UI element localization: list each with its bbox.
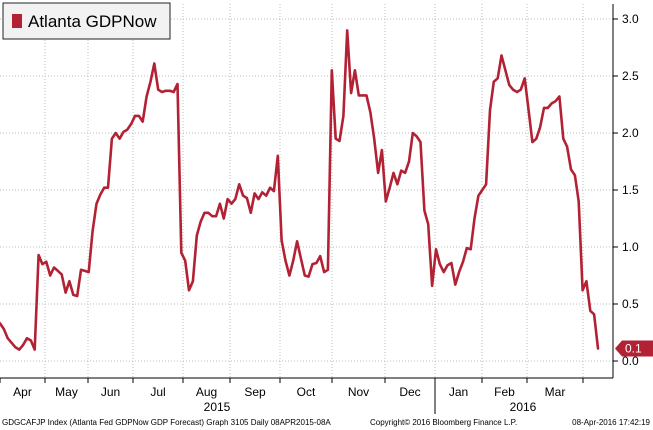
y-tick-label: 0.0: [622, 354, 639, 368]
x-year-label: 2015: [204, 400, 231, 414]
x-month-label: Oct: [297, 385, 316, 399]
legend-swatch: [12, 14, 22, 28]
y-tick-label: 1.5: [622, 183, 639, 197]
x-axis-ticks: Apr May Jun Jul Aug Sep Oct Nov Dec Jan Feb Mar 2015…: [0, 377, 613, 414]
x-month-label: Jul: [150, 385, 165, 399]
x-year-label: 2016: [510, 400, 537, 414]
footer-copyright-text: Copyright© 2016 Bloomberg Finance L.P.: [370, 418, 517, 427]
legend: Atlanta GDPNow: [2, 2, 171, 40]
x-month-label: Aug: [196, 385, 217, 399]
legend-entry-label: Atlanta GDPNow: [28, 12, 157, 31]
x-month-label: May: [55, 385, 78, 399]
footer: GDGCAFJP Index (Atlanta Fed GDPNow GDP F…: [2, 418, 651, 427]
y-tick-label: 2.0: [622, 126, 639, 140]
x-month-label: Dec: [399, 385, 420, 399]
last-value-marker: 0.1: [615, 340, 653, 357]
x-month-label: Sep: [244, 385, 266, 399]
footer-timestamp-text: 08-Apr-2016 17:42:19: [572, 418, 650, 427]
series-line-gdpnow: [0, 29, 600, 351]
x-month-label: Apr: [13, 385, 32, 399]
x-month-label: Feb: [494, 385, 515, 399]
footer-source-text: GDGCAFJP Index (Atlanta Fed GDPNow GDP F…: [2, 418, 331, 427]
x-month-label: Jun: [101, 385, 120, 399]
x-month-label: Jan: [449, 385, 468, 399]
y-tick-label: 3.0: [622, 12, 639, 26]
y-axis-ticks: 0.0 0.5 1.0 1.5 2.0 2.5 3.0: [612, 4, 639, 378]
legend-box: [2, 2, 171, 40]
gridlines: [0, 4, 613, 378]
y-tick-label: 0.5: [622, 297, 639, 311]
x-month-label: Mar: [545, 385, 566, 399]
last-value-badge: [615, 340, 653, 357]
y-tick-label: 2.5: [622, 69, 639, 83]
y-tick-label: 1.0: [622, 240, 639, 254]
last-value-label: 0.1: [625, 341, 642, 355]
series-lines: [0, 29, 600, 351]
x-month-label: Nov: [348, 385, 369, 399]
